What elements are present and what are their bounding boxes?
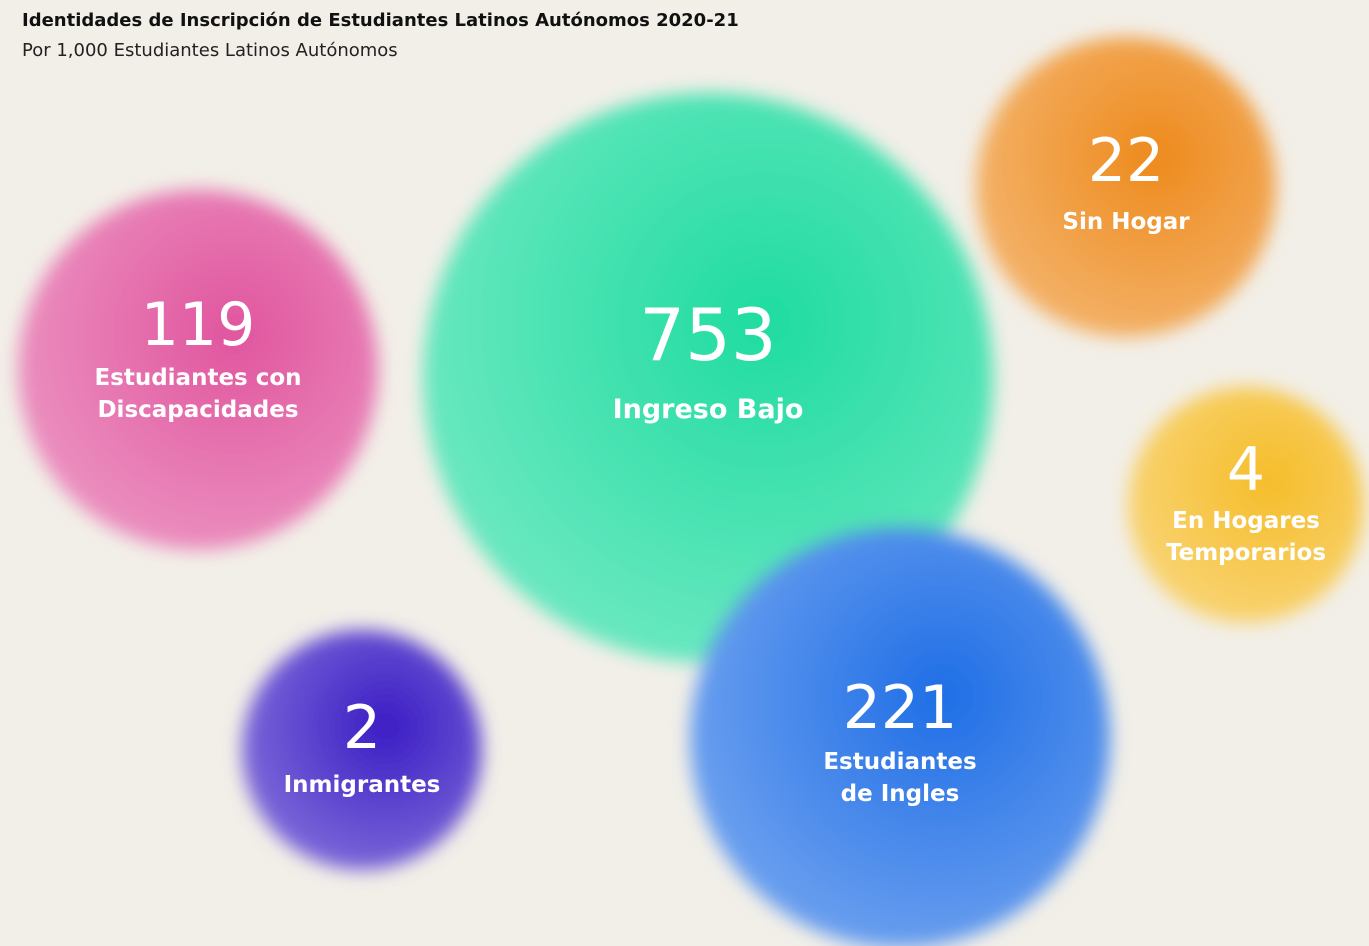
- bubble-inmigrantes: 2 Inmigrantes: [242, 630, 482, 870]
- bubble-label-estudiantes-de-ingles-line-1: Estudiantes: [823, 749, 976, 775]
- bubble-circle-sin-hogar: [976, 37, 1276, 337]
- bubble-sin-hogar: 22 Sin Hogar: [976, 37, 1276, 337]
- bubble-estudiantes-con-discapacidades: 119 Estudiantes con Discapacidades: [18, 190, 378, 550]
- bubble-label-sin-hogar: Sin Hogar: [1062, 209, 1190, 235]
- bubble-label-en-hogares-temporarios-line-1: En Hogares: [1172, 508, 1320, 534]
- chart-title: Identidades de Inscripción de Estudiante…: [22, 10, 739, 31]
- bubble-value-estudiantes-de-ingles: 221: [843, 673, 958, 743]
- bubble-label-inmigrantes: Inmigrantes: [284, 772, 441, 798]
- bubble-en-hogares-temporarios: 4 En Hogares Temporarios: [1128, 387, 1364, 623]
- bubble-label-estudiantes-de-ingles-line-2: de Ingles: [841, 781, 960, 807]
- bubble-value-ingreso-bajo: 753: [639, 293, 776, 377]
- bubble-circle-ingreso-bajo: [423, 93, 993, 663]
- bubble-value-estudiantes-con-discapacidades: 119: [141, 290, 256, 360]
- chart-subtitle: Por 1,000 Estudiantes Latinos Autónomos: [22, 40, 398, 61]
- bubble-label-estudiantes-con-discapacidades-line-2: Discapacidades: [97, 397, 298, 423]
- bubble-circle-inmigrantes: [242, 630, 482, 870]
- bubble-circle-estudiantes-de-ingles: [690, 528, 1110, 946]
- bubble-value-inmigrantes: 2: [343, 693, 381, 763]
- bubble-estudiantes-de-ingles: 221 Estudiantes de Ingles: [690, 528, 1110, 946]
- bubble-ingreso-bajo: 753 Ingreso Bajo: [423, 93, 993, 663]
- bubble-label-en-hogares-temporarios-line-2: Temporarios: [1166, 540, 1326, 566]
- bubble-label-ingreso-bajo: Ingreso Bajo: [613, 394, 804, 425]
- bubble-circle-en-hogares-temporarios: [1128, 387, 1364, 623]
- bubble-value-sin-hogar: 22: [1088, 126, 1164, 196]
- bubble-label-estudiantes-con-discapacidades-line-1: Estudiantes con: [94, 365, 301, 391]
- bubble-value-en-hogares-temporarios: 4: [1227, 435, 1265, 505]
- chart-header: Identidades de Inscripción de Estudiante…: [22, 8, 739, 64]
- bubble-circle-estudiantes-con-discapacidades: [18, 190, 378, 550]
